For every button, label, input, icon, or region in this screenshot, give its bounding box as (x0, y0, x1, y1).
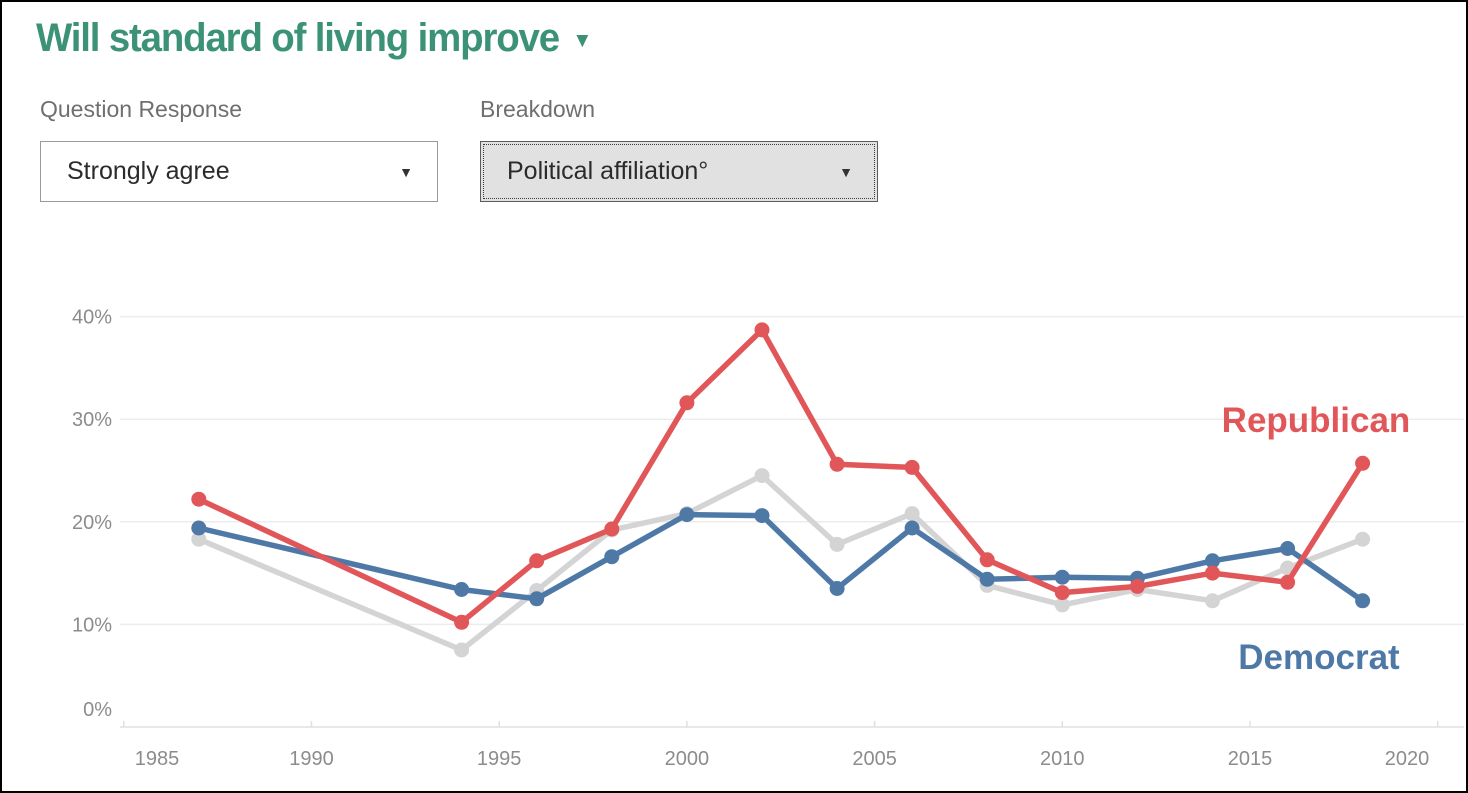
data-point-democrat-2006[interactable] (904, 520, 920, 536)
data-point-unlabeled-gray-2004[interactable] (829, 536, 845, 552)
data-point-republican-2002[interactable] (754, 322, 770, 338)
series-line-unlabeled-gray (196, 472, 1366, 653)
data-point-democrat-2016[interactable] (1280, 541, 1296, 556)
data-point-republican-2014[interactable] (1205, 565, 1220, 581)
data-point-unlabeled-gray-2002[interactable] (754, 468, 770, 484)
data-point-democrat-2008[interactable] (979, 571, 995, 587)
breakdown-value: Political affiliation° (507, 157, 709, 185)
chevron-down-icon: ▼ (399, 163, 413, 180)
data-point-republican-2006[interactable] (904, 459, 920, 475)
data-point-democrat-2004[interactable] (829, 581, 845, 596)
x-tick-label: 2015 (1228, 748, 1273, 770)
data-point-republican-1987[interactable] (191, 491, 207, 507)
data-point-republican-2008[interactable] (979, 552, 995, 568)
x-tick-label: 2020 (1385, 748, 1430, 770)
x-tick-label: 2010 (1040, 748, 1085, 770)
question-response-value: Strongly agree (67, 157, 230, 185)
series-line-democrat (196, 511, 1366, 604)
data-point-republican-1996[interactable] (529, 553, 545, 569)
data-point-republican-2018[interactable] (1355, 455, 1371, 471)
chevron-down-icon: ▼ (839, 163, 853, 180)
legend-label-republican: Republican (1222, 401, 1411, 440)
data-point-unlabeled-gray-1994[interactable] (454, 642, 470, 658)
data-point-democrat-2000[interactable] (679, 507, 695, 523)
breakdown-select[interactable]: Political affiliation° ▼ (480, 141, 878, 202)
data-point-republican-2016[interactable] (1280, 574, 1296, 590)
data-point-democrat-1998[interactable] (604, 549, 620, 565)
question-title-dropdown[interactable]: Will standard of living improve ▼ (36, 16, 592, 61)
data-point-democrat-2002[interactable] (754, 508, 770, 524)
page-title: Will standard of living improve (36, 16, 560, 60)
data-point-democrat-2014[interactable] (1205, 553, 1220, 569)
data-point-unlabeled-gray-2010[interactable] (1054, 597, 1070, 613)
legend-label-democrat: Democrat (1238, 638, 1400, 677)
data-point-democrat-1996[interactable] (529, 591, 545, 607)
y-tick-label: 0% (83, 699, 112, 721)
question-response-label: Question Response (40, 96, 243, 122)
y-tick-label: 30% (72, 409, 112, 431)
x-tick-label: 1995 (477, 748, 522, 770)
data-point-republican-1994[interactable] (454, 614, 470, 630)
data-point-unlabeled-gray-2014[interactable] (1205, 593, 1220, 609)
data-point-democrat-2018[interactable] (1355, 593, 1371, 609)
data-point-republican-2012[interactable] (1129, 578, 1145, 594)
title-caret-icon: ▼ (572, 29, 592, 52)
x-tick-label: 2000 (665, 748, 710, 770)
series-line-republican (196, 327, 1366, 626)
data-point-republican-1998[interactable] (604, 521, 620, 537)
data-point-democrat-1994[interactable] (454, 582, 470, 597)
y-tick-label: 10% (72, 614, 112, 636)
data-point-democrat-1987[interactable] (191, 520, 207, 536)
breakdown-label: Breakdown (480, 96, 596, 122)
x-tick-label: 1990 (289, 748, 334, 770)
question-response-select[interactable]: Strongly agree ▼ (40, 141, 438, 202)
data-point-unlabeled-gray-1987[interactable] (191, 531, 207, 547)
data-point-republican-2010[interactable] (1054, 585, 1070, 601)
data-point-democrat-2010[interactable] (1054, 569, 1070, 585)
data-point-unlabeled-gray-2006[interactable] (904, 506, 920, 522)
x-tick-label: 1985 (135, 748, 180, 770)
y-tick-label: 20% (72, 512, 112, 534)
data-point-unlabeled-gray-2018[interactable] (1355, 531, 1371, 547)
x-tick-label: 2005 (852, 748, 897, 770)
data-point-republican-2004[interactable] (829, 456, 845, 472)
data-point-republican-2000[interactable] (679, 395, 695, 411)
y-tick-label: 40% (72, 307, 112, 329)
